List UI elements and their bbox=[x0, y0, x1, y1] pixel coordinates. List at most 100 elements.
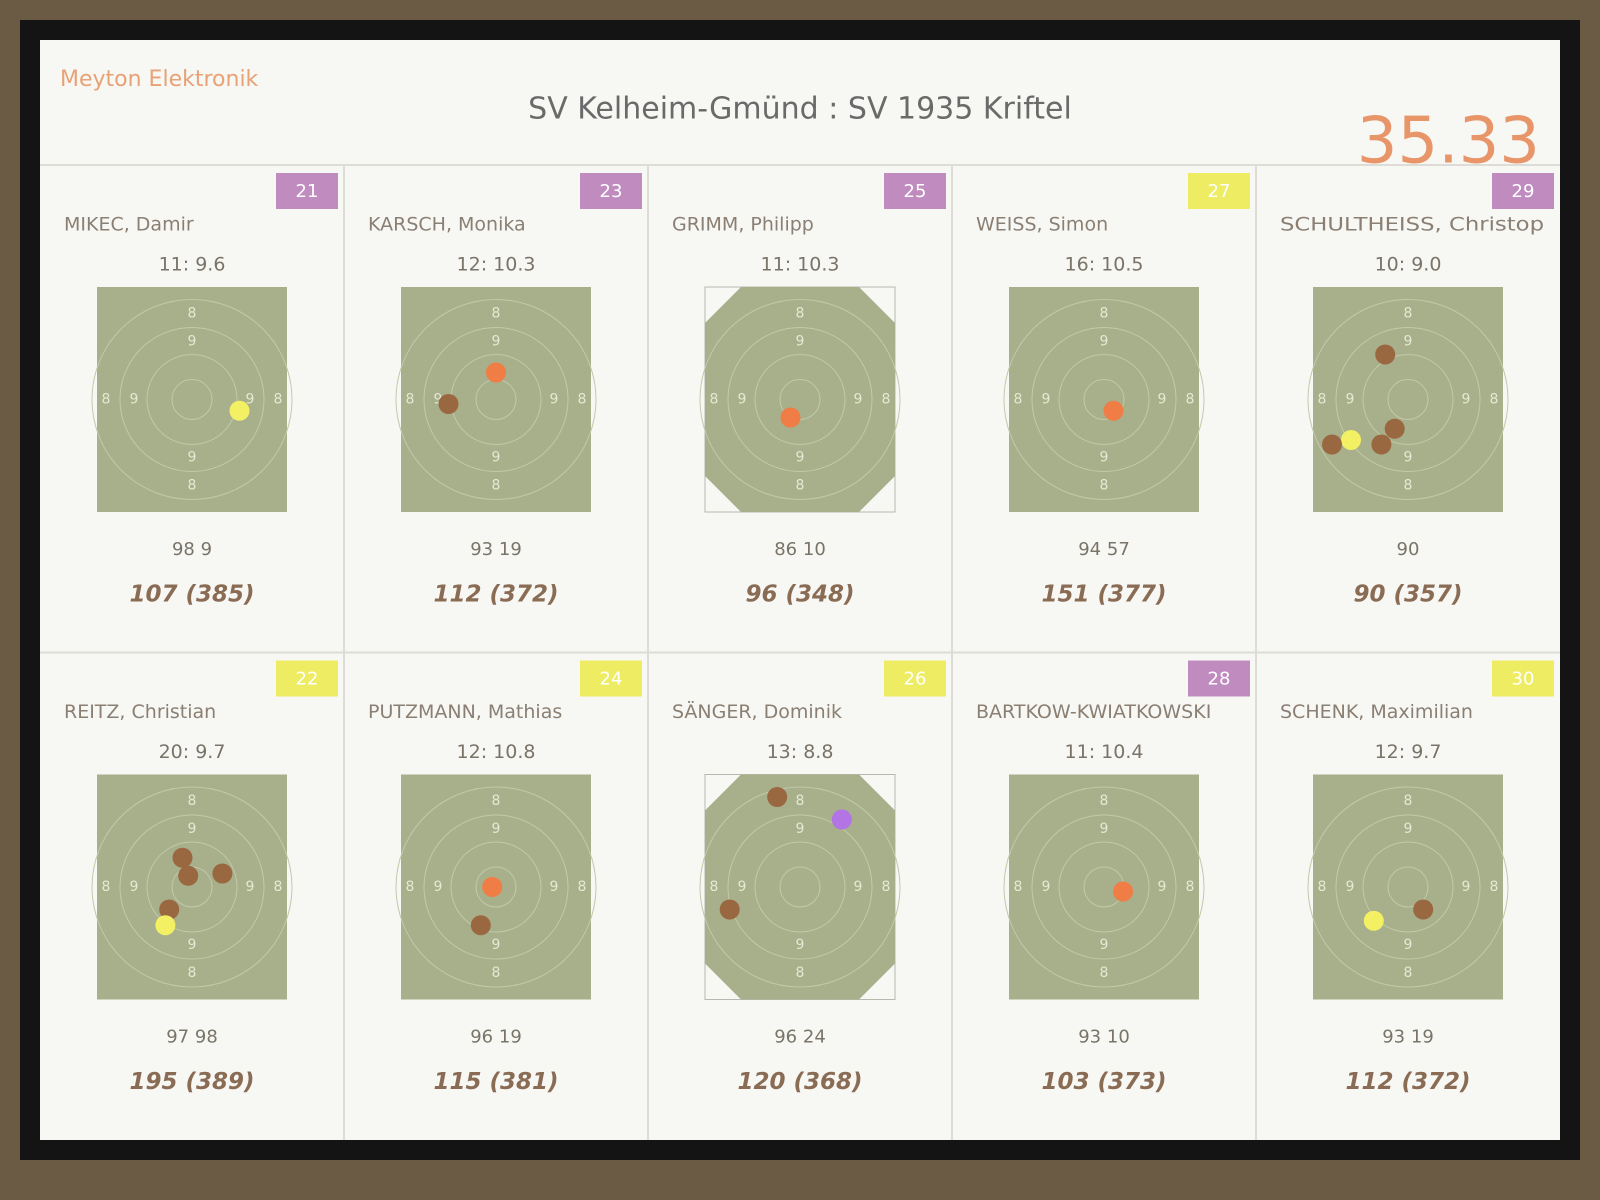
ring-label: 8 bbox=[102, 392, 111, 408]
target-ring bbox=[1362, 841, 1454, 933]
series-score: 86 10 bbox=[774, 539, 826, 560]
ring-label: 9 bbox=[854, 392, 863, 408]
target-ring bbox=[1335, 814, 1481, 960]
target-ring bbox=[779, 866, 821, 908]
ring-label: 8 bbox=[882, 392, 891, 408]
ring-label: 8 bbox=[1100, 793, 1109, 809]
target bbox=[97, 774, 287, 1000]
ring-label: 8 bbox=[492, 306, 501, 322]
last-shot: 11: 10.3 bbox=[761, 254, 840, 276]
shooter-panel: 21 MIKEC, Damir 11: 9.6 8 8 8 8 9 9 9 9 98 9 107 (38… bbox=[64, 173, 338, 608]
shot-hit bbox=[1341, 430, 1361, 450]
shot-hit bbox=[1413, 899, 1434, 920]
ring-label: 8 bbox=[796, 965, 805, 981]
target-ring bbox=[727, 814, 873, 960]
ring-label: 9 bbox=[1346, 392, 1355, 408]
total-score: 90 (357) bbox=[1353, 582, 1462, 608]
target-ring bbox=[1003, 299, 1205, 500]
lane-number: 23 bbox=[600, 181, 623, 202]
ring-label: 9 bbox=[434, 879, 443, 895]
shooter-panel: 23 KARSCH, Monika 12: 10.3 8 8 8 8 9 9 9 9 93 19 112… bbox=[343, 165, 642, 653]
shooter-panel: 30 SCHENK, Maximilian 12: 9.7 8 8 8 8 9 9 9 9 93 19… bbox=[1255, 652, 1554, 1140]
ring-label: 8 bbox=[492, 478, 501, 494]
lane-badge bbox=[580, 173, 642, 209]
ring-label: 8 bbox=[1404, 965, 1413, 981]
target-ring bbox=[1031, 814, 1177, 960]
ring-label: 8 bbox=[1490, 879, 1499, 895]
shot-hit bbox=[1113, 881, 1133, 902]
shot-hit bbox=[178, 865, 199, 886]
target-ring bbox=[727, 327, 873, 472]
ring-label: 8 bbox=[578, 392, 587, 408]
shooter-name: REITZ, Christian bbox=[64, 701, 216, 723]
ring-label: 9 bbox=[796, 821, 805, 837]
total-score: 96 (348) bbox=[745, 582, 854, 608]
ring-label: 8 bbox=[710, 879, 719, 895]
series-score: 97 98 bbox=[166, 1027, 218, 1048]
lane-badge bbox=[884, 660, 946, 697]
ring-label: 8 bbox=[406, 879, 415, 895]
ring-label: 8 bbox=[796, 306, 805, 322]
shot-hit bbox=[780, 407, 801, 428]
ring-label: 9 bbox=[130, 879, 139, 895]
series-score: 94 57 bbox=[1078, 539, 1130, 560]
ring-label: 8 bbox=[188, 793, 197, 809]
ring-label: 9 bbox=[188, 937, 197, 953]
ring-label: 8 bbox=[1186, 879, 1195, 895]
ring-label: 8 bbox=[1014, 392, 1023, 408]
ring-label: 9 bbox=[1042, 392, 1051, 408]
last-shot: 10: 9.0 bbox=[1375, 254, 1442, 276]
last-shot: 13: 8.8 bbox=[767, 741, 834, 763]
shot-hit bbox=[486, 362, 506, 383]
ring-label: 8 bbox=[578, 879, 587, 895]
shot-hit bbox=[1371, 434, 1392, 455]
shot-hit bbox=[172, 847, 193, 868]
ring-label: 8 bbox=[188, 478, 197, 494]
target-ring bbox=[1003, 786, 1205, 988]
ring-label: 9 bbox=[492, 334, 501, 350]
target-ring bbox=[119, 814, 265, 960]
shooter-name: GRIMM, Philipp bbox=[672, 214, 814, 236]
target-ring bbox=[1362, 354, 1454, 445]
lane-badge bbox=[1188, 173, 1250, 209]
ring-label: 8 bbox=[102, 879, 111, 895]
ring-label: 8 bbox=[1014, 879, 1023, 895]
shot-hit bbox=[482, 877, 503, 897]
lane-badge bbox=[1492, 173, 1554, 209]
lane-number: 22 bbox=[296, 669, 319, 690]
total-score: 107 (385) bbox=[129, 582, 254, 608]
target bbox=[1009, 774, 1199, 1000]
ring-label: 8 bbox=[1100, 306, 1109, 322]
ring-label: 9 bbox=[550, 879, 559, 895]
ring-label: 9 bbox=[1462, 392, 1471, 408]
ring-label: 8 bbox=[1490, 392, 1499, 408]
total-score: 195 (389) bbox=[129, 1069, 254, 1095]
last-shot: 20: 9.7 bbox=[159, 741, 226, 763]
ring-label: 9 bbox=[492, 450, 501, 466]
target-ring bbox=[1058, 841, 1150, 933]
ring-label: 9 bbox=[1404, 450, 1413, 466]
ring-label: 9 bbox=[130, 392, 139, 408]
last-shot: 12: 10.3 bbox=[457, 254, 536, 276]
target-ring bbox=[1387, 866, 1429, 908]
ring-label: 9 bbox=[1100, 821, 1109, 837]
lane-number: 28 bbox=[1208, 669, 1231, 690]
lane-number: 27 bbox=[1208, 181, 1231, 202]
target-ring bbox=[146, 354, 238, 445]
ring-label: 9 bbox=[492, 821, 501, 837]
clock: 35.33 bbox=[1357, 105, 1540, 179]
ring-label: 9 bbox=[1100, 937, 1109, 953]
target-ring bbox=[1335, 327, 1481, 472]
ring-label: 9 bbox=[1100, 334, 1109, 350]
shooter-panel: 29 SCHULTHEISS, Christop 10: 9.0 8 8 8 8 9 9 9 9 90… bbox=[1255, 165, 1554, 653]
target bbox=[1313, 287, 1503, 512]
shooter-name: BARTKOW-KWIATKOWSKI bbox=[976, 701, 1211, 723]
total-score: 120 (368) bbox=[737, 1069, 862, 1095]
ring-label: 8 bbox=[492, 965, 501, 981]
shooter-panel: 22 REITZ, Christian 20: 9.7 8 8 8 8 9 9 9 9 97 98 19… bbox=[40, 651, 1560, 1095]
target-ring bbox=[146, 841, 238, 933]
target-ring bbox=[1058, 354, 1150, 445]
ring-label: 9 bbox=[796, 450, 805, 466]
series-score: 90 bbox=[1397, 539, 1420, 560]
target-ring bbox=[1307, 299, 1509, 500]
